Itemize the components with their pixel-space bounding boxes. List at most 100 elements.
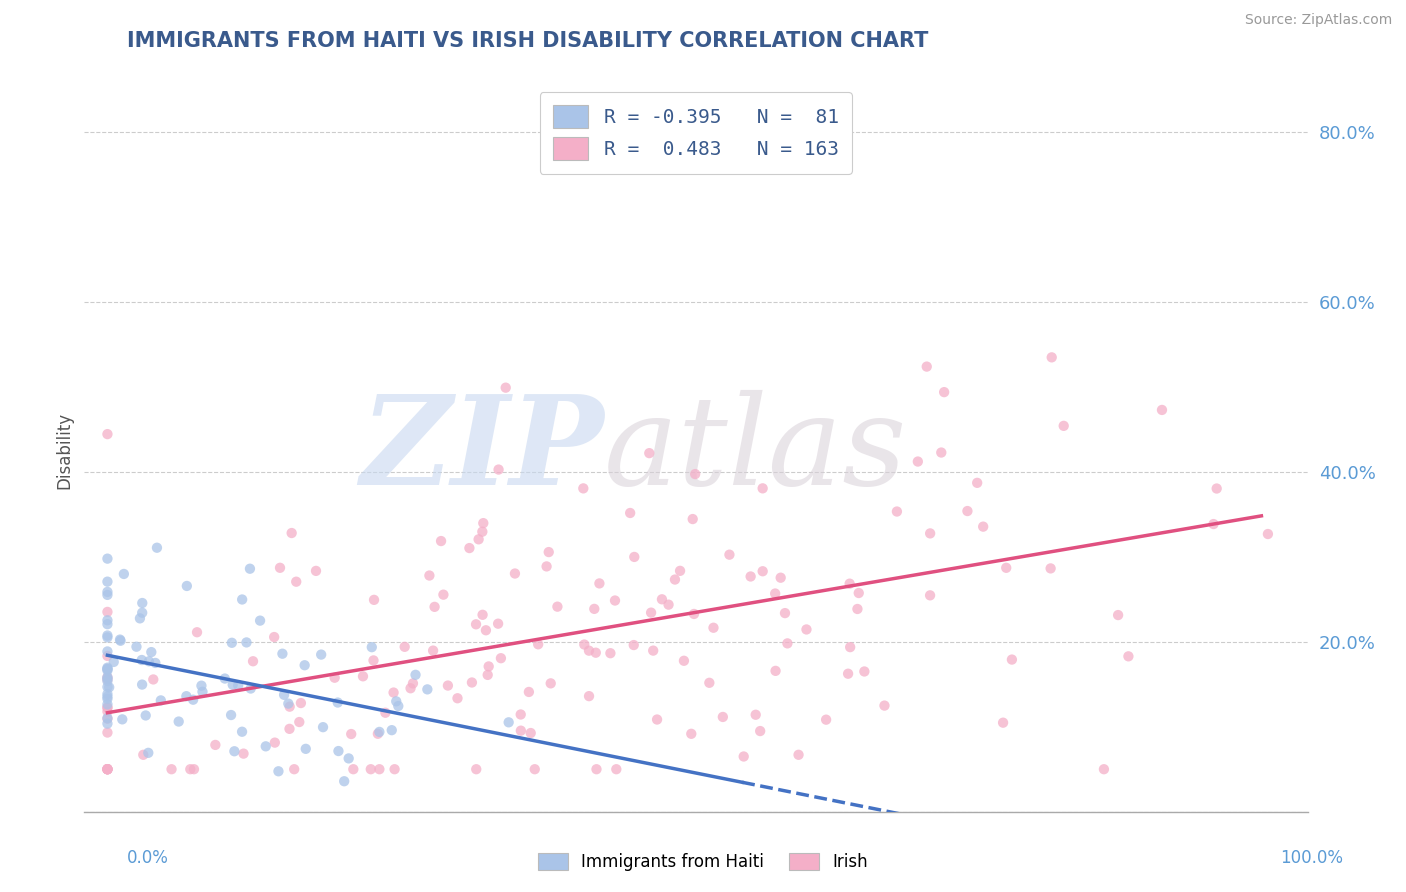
Point: [461, 675, 484, 690]
Point: [110, 633, 132, 648]
Point: [305, 564, 328, 578]
Point: [294, 742, 316, 756]
Point: [280, 526, 302, 541]
Point: [96, 762, 118, 776]
Point: [285, 574, 308, 589]
Point: [749, 724, 772, 739]
Point: [271, 647, 294, 661]
Point: [623, 549, 645, 564]
Point: [605, 762, 627, 776]
Point: [96, 585, 118, 599]
Point: [907, 454, 929, 468]
Point: [183, 762, 205, 776]
Point: [367, 727, 389, 741]
Point: [467, 533, 489, 547]
Point: [328, 744, 350, 758]
Point: [96, 588, 118, 602]
Point: [231, 592, 253, 607]
Point: [1257, 527, 1279, 541]
Point: [672, 654, 695, 668]
Point: [432, 588, 454, 602]
Point: [312, 720, 335, 734]
Point: [131, 606, 153, 620]
Point: [96, 687, 118, 701]
Point: [664, 573, 686, 587]
Text: Source: ZipAtlas.com: Source: ZipAtlas.com: [1244, 13, 1392, 28]
Point: [503, 566, 526, 581]
Point: [385, 694, 408, 708]
Point: [1308, 471, 1330, 485]
Point: [839, 640, 862, 654]
Text: atlas: atlas: [605, 390, 908, 511]
Point: [681, 727, 703, 741]
Point: [966, 475, 988, 490]
Point: [837, 666, 859, 681]
Point: [132, 747, 155, 762]
Point: [920, 526, 942, 541]
Point: [278, 699, 301, 714]
Point: [1118, 649, 1140, 664]
Point: [527, 637, 550, 651]
Point: [751, 481, 773, 495]
Point: [422, 643, 444, 657]
Point: [920, 588, 942, 602]
Point: [787, 747, 810, 762]
Point: [416, 682, 439, 697]
Point: [269, 561, 291, 575]
Point: [96, 762, 118, 776]
Point: [638, 446, 661, 460]
Y-axis label: Disability: Disability: [55, 412, 73, 489]
Point: [929, 445, 952, 459]
Point: [578, 643, 600, 657]
Point: [651, 592, 673, 607]
Point: [488, 462, 510, 476]
Point: [363, 592, 385, 607]
Point: [103, 655, 125, 669]
Point: [776, 636, 799, 650]
Point: [263, 736, 285, 750]
Point: [136, 746, 159, 760]
Point: [231, 724, 253, 739]
Point: [537, 545, 560, 559]
Point: [430, 534, 453, 549]
Point: [751, 564, 773, 578]
Point: [1039, 561, 1062, 575]
Point: [96, 613, 118, 627]
Point: [718, 548, 741, 562]
Point: [96, 644, 118, 658]
Point: [585, 646, 607, 660]
Point: [323, 671, 346, 685]
Point: [733, 749, 755, 764]
Point: [585, 762, 607, 776]
Point: [283, 762, 305, 776]
Point: [486, 616, 509, 631]
Point: [340, 727, 363, 741]
Point: [98, 680, 121, 694]
Point: [519, 726, 541, 740]
Point: [368, 762, 391, 776]
Point: [956, 504, 979, 518]
Point: [540, 676, 562, 690]
Point: [360, 640, 382, 655]
Point: [235, 635, 257, 649]
Point: [112, 566, 135, 581]
Point: [619, 506, 641, 520]
Point: [853, 665, 876, 679]
Point: [517, 685, 540, 699]
Point: [277, 697, 299, 711]
Point: [699, 675, 721, 690]
Point: [333, 774, 356, 789]
Point: [765, 664, 787, 678]
Point: [471, 524, 494, 539]
Point: [142, 673, 165, 687]
Point: [368, 725, 391, 739]
Point: [96, 670, 118, 684]
Point: [599, 646, 621, 660]
Point: [160, 762, 183, 776]
Point: [167, 714, 190, 729]
Point: [96, 605, 118, 619]
Point: [337, 751, 360, 765]
Point: [423, 599, 446, 614]
Legend: Immigrants from Haiti, Irish: Immigrants from Haiti, Irish: [530, 845, 876, 880]
Point: [342, 762, 364, 776]
